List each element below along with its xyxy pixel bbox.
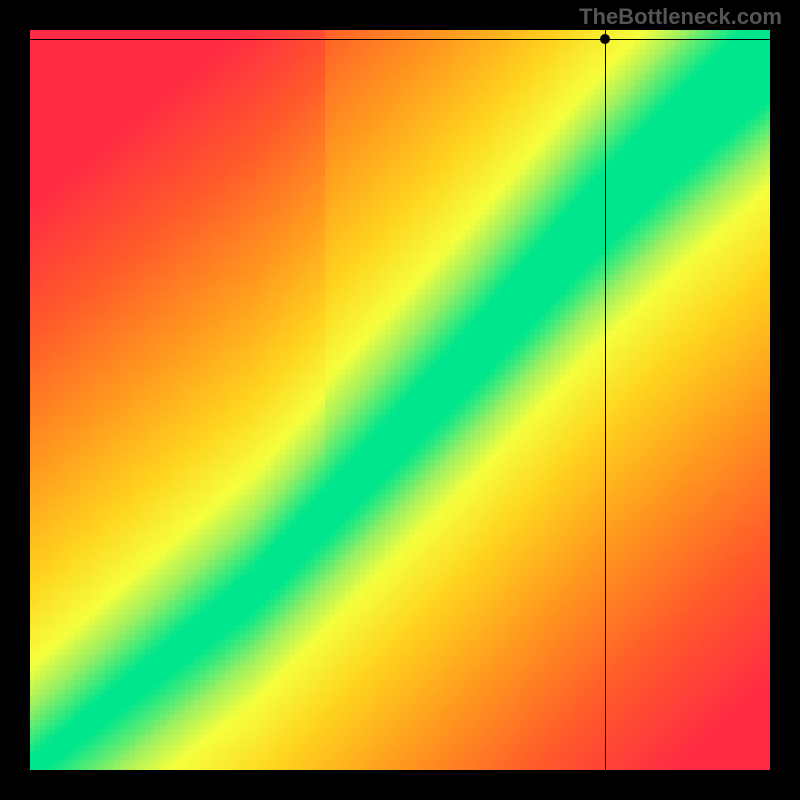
crosshair-horizontal <box>30 39 770 40</box>
crosshair-marker <box>600 34 610 44</box>
bottleneck-heatmap <box>30 30 770 770</box>
watermark: TheBottleneck.com <box>579 4 782 30</box>
crosshair-vertical <box>605 30 606 770</box>
heatmap-canvas <box>30 30 770 770</box>
